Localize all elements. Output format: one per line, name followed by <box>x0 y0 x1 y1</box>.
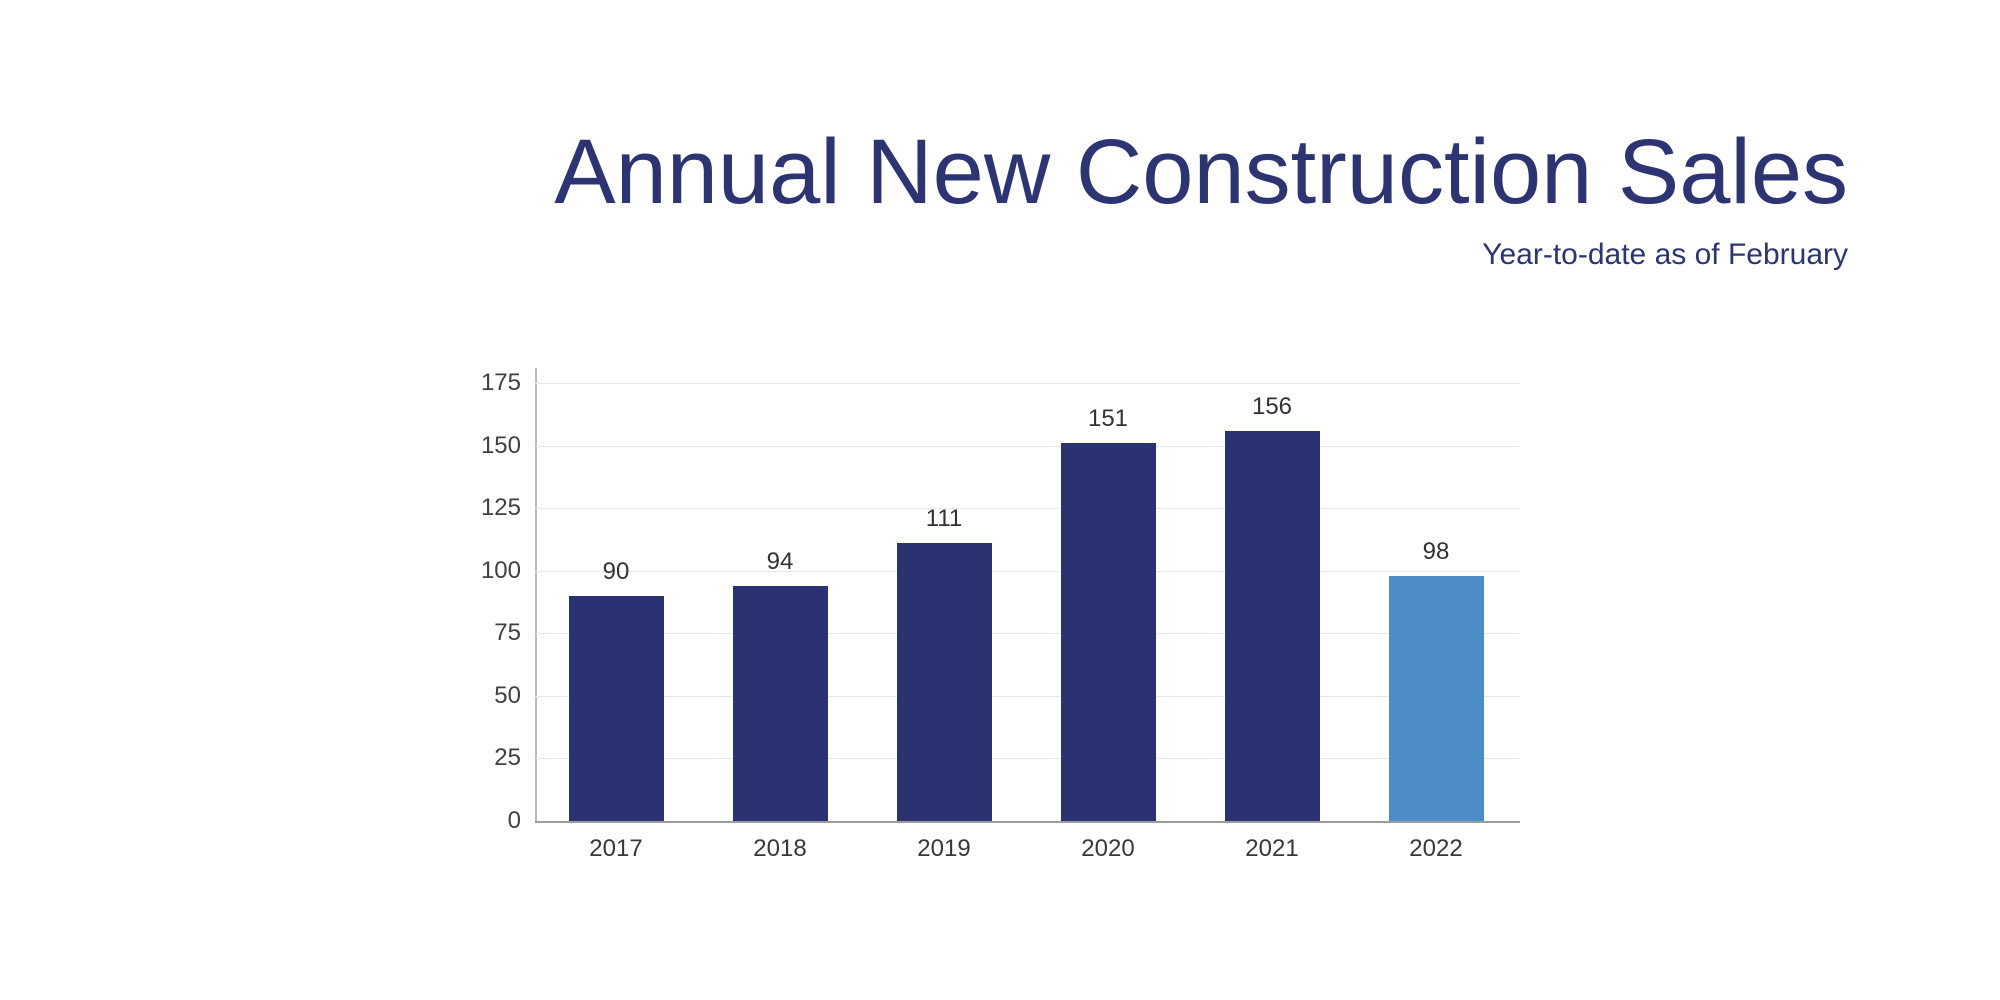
bar-2017 <box>568 595 664 821</box>
y-axis-line <box>535 368 537 823</box>
bar-value-label-2020: 151 <box>1087 405 1129 433</box>
bar-value-label-2017: 90 <box>602 557 630 585</box>
bar-value-label-2019: 111 <box>925 505 963 533</box>
y-tick-label: 0 <box>507 807 521 834</box>
gridline-75 <box>535 633 1520 635</box>
y-tick-label: 100 <box>480 556 521 584</box>
gridline-125 <box>535 508 1520 510</box>
bar-2022 <box>1388 575 1484 821</box>
gridline-50 <box>535 695 1520 697</box>
x-tick-label-2018: 2018 <box>753 835 807 862</box>
bar-2020 <box>1060 443 1156 821</box>
x-tick-label-2021: 2021 <box>1245 835 1299 862</box>
bar-2019 <box>896 543 992 821</box>
y-tick-label: 75 <box>494 619 521 647</box>
y-tick-label: 125 <box>480 494 521 522</box>
bar-2021 <box>1224 430 1320 821</box>
y-tick-label: 50 <box>494 681 521 709</box>
bar-2018 <box>732 585 828 821</box>
x-tick-label-2019: 2019 <box>917 835 971 862</box>
x-tick-label-2022: 2022 <box>1409 835 1463 862</box>
bar-value-label-2018: 94 <box>766 547 794 575</box>
x-axis-line <box>535 821 1520 823</box>
chart-title: Annual New Construction Sales <box>554 121 1848 223</box>
gridline-25 <box>535 758 1520 760</box>
gridline-175 <box>535 383 1520 384</box>
gridline-100 <box>535 570 1520 572</box>
gridline-150 <box>535 445 1520 447</box>
y-tick-label: 25 <box>494 744 521 772</box>
chart-header: Annual New Construction Sales Year-to-da… <box>554 126 1848 270</box>
y-tick-label: 150 <box>480 431 521 459</box>
chart-subtitle: Year-to-date as of February <box>1482 238 1848 271</box>
y-tick-label: 175 <box>480 369 521 396</box>
x-tick-label-2020: 2020 <box>1081 835 1135 862</box>
bar-value-label-2021: 156 <box>1251 392 1293 420</box>
x-tick-label-2017: 2017 <box>589 835 643 862</box>
bar-value-label-2022: 98 <box>1422 537 1450 565</box>
bar-chart-plot-area: 0 25 50 75 100 125 150 175 90 2017 94 2018 111 2019 15… <box>481 368 1520 861</box>
